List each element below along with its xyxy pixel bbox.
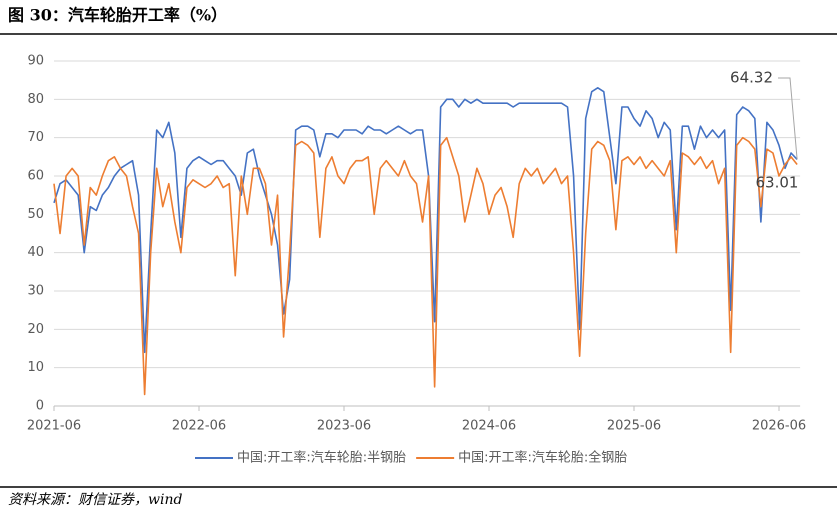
y-tick-label: 60	[27, 169, 44, 184]
series-line	[53, 136, 798, 396]
y-tick-label: 50	[27, 207, 44, 222]
y-tick-label: 70	[27, 130, 44, 145]
y-tick-label: 30	[27, 284, 44, 299]
source-note: 资料来源：财信证券，wind	[8, 492, 182, 508]
x-tick-label: 2023-06	[317, 419, 371, 434]
legend-label: 中国:开工率:汽车轮胎:半钢胎	[237, 450, 406, 466]
x-tick-label: 2024-06	[462, 419, 516, 434]
y-tick-label: 0	[36, 399, 44, 414]
legend-label: 中国:开工率:汽车轮胎:全钢胎	[458, 450, 627, 466]
data-label: 64.32	[730, 69, 773, 87]
data-label: 63.01	[756, 174, 799, 192]
x-tick-label: 2026-06	[752, 419, 806, 434]
x-tick-label: 2021-06	[27, 419, 81, 434]
y-tick-label: 80	[27, 92, 44, 107]
y-tick-label: 10	[27, 360, 44, 375]
y-tick-label: 40	[27, 245, 44, 260]
label-leader	[778, 77, 798, 160]
chart-title: 图 30：汽车轮胎开工率（%）	[8, 6, 227, 25]
y-tick-label: 90	[27, 54, 44, 69]
y-tick-label: 20	[27, 322, 44, 337]
x-tick-label: 2022-06	[172, 419, 226, 434]
series-line	[53, 87, 798, 354]
x-tick-label: 2025-06	[607, 419, 661, 434]
